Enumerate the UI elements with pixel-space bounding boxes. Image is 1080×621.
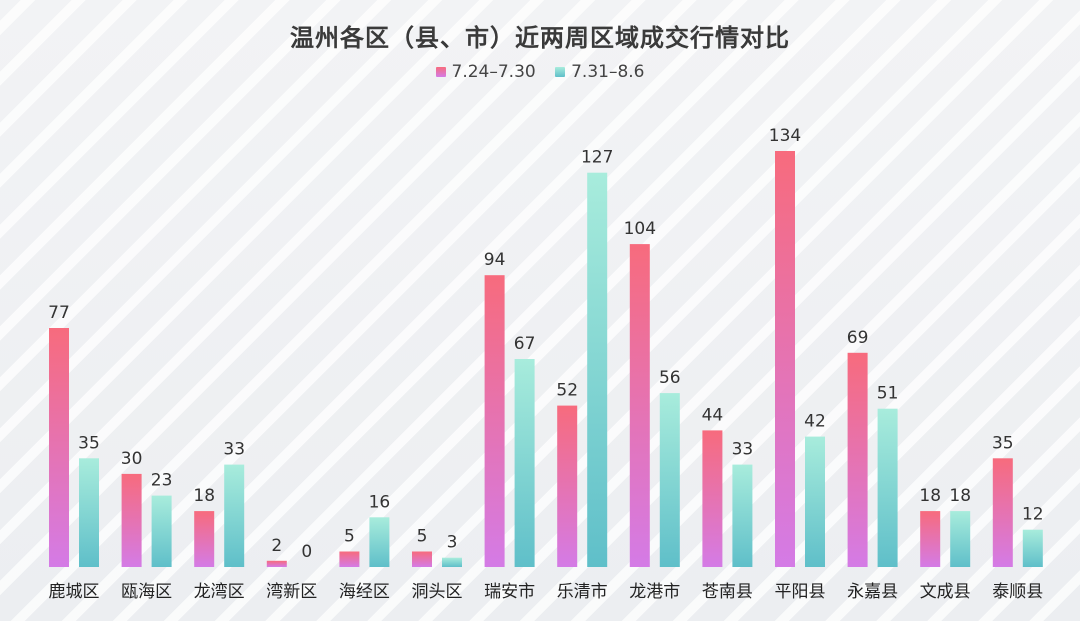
- data-label-龙港市-series-1: 104: [624, 219, 656, 239]
- data-label-平阳县-series-1: 134: [769, 126, 801, 146]
- category-label-龙港市: 龙港市: [629, 582, 680, 602]
- data-label-龙港市-series-2: 56: [659, 368, 681, 388]
- bar-湾新区-series-1[interactable]: [266, 560, 287, 567]
- category-label-平阳县: 平阳县: [775, 582, 826, 602]
- bar-文成县-series-1[interactable]: [920, 511, 941, 567]
- bar-乐清市-series-2[interactable]: [587, 172, 608, 567]
- bar-龙湾区-series-2[interactable]: [224, 464, 245, 567]
- bar-永嘉县-series-2[interactable]: [877, 408, 898, 567]
- data-label-鹿城区-series-1: 77: [48, 303, 70, 323]
- bar-龙湾区-series-1[interactable]: [194, 511, 215, 567]
- data-label-文成县-series-2: 18: [949, 486, 971, 506]
- legend-item-series-1[interactable]: 7.24–7.30: [435, 62, 536, 82]
- bar-瓯海区-series-2[interactable]: [151, 495, 172, 567]
- data-label-龙湾区-series-1: 18: [193, 486, 215, 506]
- legend-label-series-1: 7.24–7.30: [451, 62, 536, 82]
- data-label-鹿城区-series-2: 35: [78, 433, 100, 453]
- bar-瑞安市-series-2[interactable]: [514, 359, 535, 567]
- bar-海经区-series-2[interactable]: [369, 517, 390, 567]
- data-label-乐清市-series-2: 127: [581, 148, 613, 168]
- data-label-瓯海区-series-1: 30: [121, 449, 143, 469]
- data-label-瓯海区-series-2: 23: [151, 471, 173, 491]
- bar-龙港市-series-1[interactable]: [629, 244, 650, 567]
- category-label-湾新区: 湾新区: [266, 582, 317, 602]
- bar-洞头区-series-2[interactable]: [442, 557, 462, 567]
- category-label-海经区: 海经区: [339, 582, 390, 602]
- data-label-洞头区-series-1: 5: [417, 527, 428, 547]
- legend-swatch-series-2: [555, 67, 566, 77]
- data-label-海经区-series-2: 16: [369, 492, 391, 512]
- data-label-永嘉县-series-2: 51: [877, 384, 899, 404]
- data-label-苍南县-series-1: 44: [702, 405, 724, 425]
- category-label-永嘉县: 永嘉县: [847, 582, 898, 602]
- data-label-湾新区-series-1: 2: [271, 536, 282, 556]
- data-label-瑞安市-series-1: 94: [484, 250, 506, 270]
- bar-瓯海区-series-1[interactable]: [121, 473, 142, 567]
- bar-瑞安市-series-1[interactable]: [484, 275, 505, 567]
- bar-苍南县-series-2[interactable]: [732, 464, 753, 567]
- bar-泰顺县-series-1[interactable]: [992, 458, 1013, 567]
- category-label-洞头区: 洞头区: [412, 582, 463, 602]
- bar-文成县-series-2[interactable]: [950, 511, 971, 567]
- category-label-瑞安市: 瑞安市: [484, 582, 535, 602]
- bar-海经区-series-1[interactable]: [339, 551, 360, 568]
- bar-乐清市-series-1[interactable]: [557, 405, 578, 567]
- data-label-文成县-series-1: 18: [919, 486, 941, 506]
- category-label-瓯海区: 瓯海区: [121, 582, 172, 602]
- bar-泰顺县-series-2[interactable]: [1022, 529, 1043, 567]
- data-label-湾新区-series-2: 0: [301, 542, 312, 562]
- legend-swatch-series-1: [435, 67, 446, 77]
- category-label-鹿城区: 鹿城区: [49, 582, 100, 602]
- bar-鹿城区-series-2[interactable]: [79, 458, 99, 567]
- category-label-龙湾区: 龙湾区: [194, 582, 245, 602]
- bar-平阳县-series-2[interactable]: [805, 436, 825, 567]
- category-label-文成县: 文成县: [920, 582, 971, 602]
- data-label-泰顺县-series-2: 12: [1022, 505, 1044, 525]
- chart-title: 温州各区（县、市）近两周区域成交行情对比: [290, 24, 790, 52]
- legend-label-series-2: 7.31–8.6: [571, 62, 645, 82]
- data-label-永嘉县-series-1: 69: [847, 328, 869, 348]
- data-label-洞头区-series-2: 3: [447, 533, 458, 553]
- bar-龙港市-series-2[interactable]: [659, 393, 680, 567]
- data-label-乐清市-series-1: 52: [556, 381, 578, 401]
- category-label-泰顺县: 泰顺县: [992, 582, 1043, 602]
- legend: 7.24–7.30 7.31–8.6: [0, 62, 1080, 82]
- data-label-苍南县-series-2: 33: [732, 440, 754, 460]
- category-label-苍南县: 苍南县: [702, 582, 753, 602]
- data-label-平阳县-series-2: 42: [804, 412, 826, 432]
- category-label-乐清市: 乐清市: [557, 582, 608, 602]
- bar-洞头区-series-1[interactable]: [412, 551, 432, 568]
- data-label-瑞安市-series-2: 67: [514, 334, 536, 354]
- bar-平阳县-series-1[interactable]: [775, 151, 795, 567]
- data-label-海经区-series-1: 5: [344, 527, 355, 547]
- data-label-龙湾区-series-2: 33: [223, 440, 245, 460]
- bar-鹿城区-series-1[interactable]: [49, 328, 69, 567]
- legend-item-series-2[interactable]: 7.31–8.6: [555, 62, 645, 82]
- bar-永嘉县-series-1[interactable]: [847, 352, 868, 567]
- data-label-泰顺县-series-1: 35: [992, 433, 1014, 453]
- bar-苍南县-series-1[interactable]: [702, 430, 723, 567]
